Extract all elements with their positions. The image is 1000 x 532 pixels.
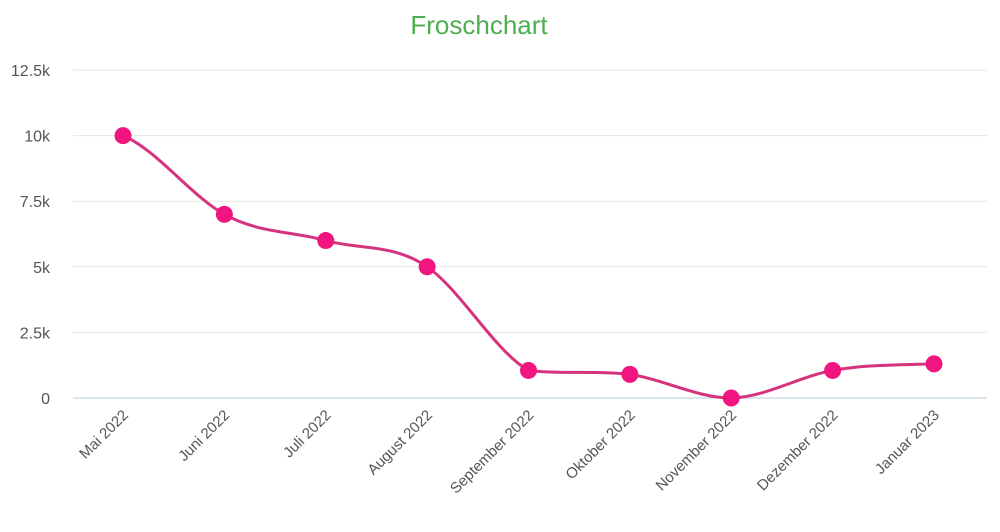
data-point[interactable]: September 2022: 1050 [520, 361, 537, 379]
data-point[interactable]: Oktober 2022: 900 [621, 365, 639, 383]
data-point[interactable]: Mai 2022: 10000 [114, 127, 132, 145]
x-tick-label: August 2022 [364, 407, 436, 479]
y-tick-label: 0 [41, 391, 50, 408]
x-axis: Mai 2022 Juni 2022 Juli 2022 August 2022 Sep… [76, 407, 943, 497]
x-tick-label: Juni 2022 [175, 407, 233, 465]
data-point[interactable]: August 2022: 5000 [418, 258, 436, 276]
y-tick-label: 5k [33, 260, 51, 277]
data-point[interactable]: November 2022: 0 [722, 389, 740, 407]
x-tick-label: Mai 2022 [76, 407, 132, 463]
data-markers: Mai 2022: 10000 Juni 2022: 7000 Juli 2022:… [114, 127, 943, 407]
x-tick-label: Juli 2022 [280, 407, 334, 461]
data-point[interactable]: Juli 2022: 6000 [317, 232, 335, 250]
x-tick-label: Januar 2023 [872, 407, 943, 478]
x-tick-label: Oktober 2022 [562, 407, 638, 483]
x-tick-label: November 2022 [653, 407, 740, 494]
y-tick-label: 7.5k [20, 194, 51, 211]
y-tick-label: 2.5k [20, 325, 51, 342]
y-tick-label: 12.5k [11, 63, 51, 80]
x-tick-label: Dezember 2022 [754, 407, 841, 494]
grid-lines [73, 69, 987, 399]
data-point[interactable]: Dezember 2022: 1050 [824, 361, 842, 379]
data-point[interactable]: Juni 2022: 7000 [215, 205, 233, 223]
y-axis: 0 2.5k 5k 7.5k 10k 12.5k [11, 63, 51, 408]
chart-title: Froschchart [410, 10, 548, 40]
data-point[interactable]: Januar 2023: 1300 [925, 355, 943, 373]
x-tick-label: September 2022 [447, 407, 537, 497]
y-tick-label: 10k [24, 129, 51, 146]
